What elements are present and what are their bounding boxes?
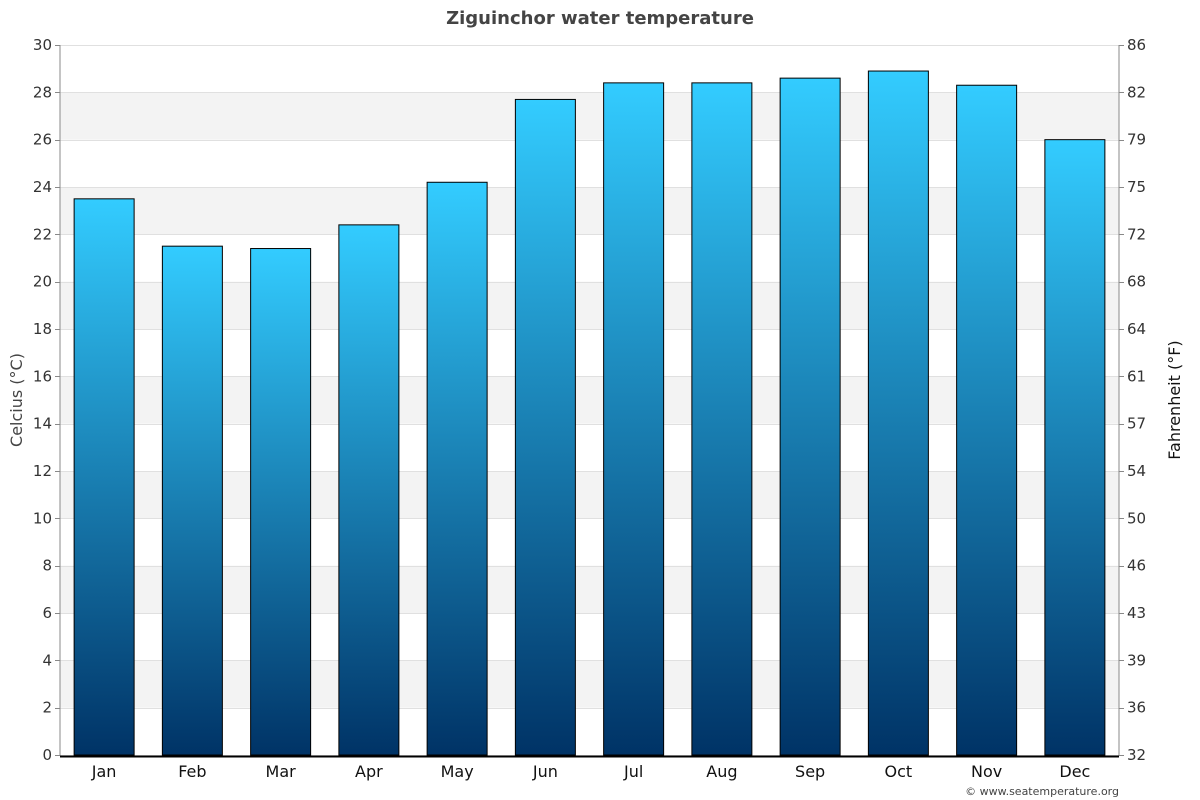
- month-label-jun: Jun: [532, 762, 558, 781]
- background-band: [60, 376, 1119, 424]
- left-tick-label: 0: [42, 746, 52, 764]
- left-tick-label: 18: [33, 320, 52, 338]
- month-label-may: May: [441, 762, 474, 781]
- month-label-aug: Aug: [706, 762, 737, 781]
- background-band: [60, 281, 1119, 329]
- right-tick-label: 75: [1127, 178, 1146, 196]
- right-ticks: 32 36 39 43 46 50 54 57 61 64 68 72 75 79 82 86: [1119, 36, 1146, 764]
- bar-may: [426, 181, 488, 756]
- background-band: [60, 660, 1119, 708]
- left-tick-label: 6: [42, 604, 52, 622]
- right-tick-label: 36: [1127, 699, 1146, 717]
- left-tick-label: 2: [42, 699, 52, 717]
- bar-dec: [1044, 139, 1106, 756]
- background-band: [60, 565, 1119, 613]
- month-label-feb: Feb: [178, 762, 206, 781]
- bar-sep: [779, 77, 841, 756]
- right-tick-label: 79: [1127, 131, 1146, 149]
- left-tick-label: 24: [33, 178, 52, 196]
- right-tick-label: 72: [1127, 225, 1146, 243]
- background-band: [60, 92, 1119, 140]
- left-tick-label: 22: [33, 225, 52, 243]
- month-label-oct: Oct: [885, 762, 913, 781]
- left-tick-label: 4: [42, 651, 52, 669]
- left-tick-label: 30: [33, 36, 52, 54]
- right-tick-label: 82: [1127, 83, 1146, 101]
- month-label-jan: Jan: [91, 762, 117, 781]
- left-tick-label: 26: [33, 131, 52, 149]
- left-tick-label: 28: [33, 83, 52, 101]
- bar-jun: [514, 98, 576, 756]
- left-tick-label: 20: [33, 273, 52, 291]
- right-tick-label: 57: [1127, 415, 1146, 433]
- background-band: [60, 187, 1119, 235]
- month-label-dec: Dec: [1059, 762, 1090, 781]
- month-label-nov: Nov: [971, 762, 1002, 781]
- left-tick-label: 12: [33, 462, 52, 480]
- month-label-apr: Apr: [355, 762, 383, 781]
- left-tick-label: 16: [33, 367, 52, 385]
- background-band: [60, 471, 1119, 519]
- bar-apr: [338, 224, 400, 756]
- month-label-mar: Mar: [266, 762, 297, 781]
- month-label-jul: Jul: [623, 762, 643, 781]
- right-tick-label: 32: [1127, 746, 1146, 764]
- right-tick-label: 50: [1127, 509, 1146, 527]
- month-labels: Jan Feb Mar Apr May Jun Jul Aug Sep Oct Nov Dec: [91, 762, 1091, 781]
- y-axis-title-left: Celcius (°C): [7, 353, 26, 447]
- bar-jul: [603, 82, 665, 756]
- left-tick-label: 14: [33, 415, 52, 433]
- left-tick-label: 8: [42, 557, 52, 575]
- right-tick-label: 43: [1127, 604, 1146, 622]
- left-tick-label: 10: [33, 509, 52, 527]
- bar-mar: [250, 248, 312, 756]
- right-tick-label: 64: [1127, 320, 1146, 338]
- bar-nov: [956, 84, 1018, 756]
- credit-text: © www.seatemperature.org: [965, 785, 1119, 798]
- right-tick-label: 46: [1127, 557, 1146, 575]
- bars: [73, 70, 1106, 756]
- bar-aug: [691, 82, 753, 756]
- y-axis-title-right: Fahrenheit (°F): [1165, 340, 1184, 459]
- month-label-sep: Sep: [795, 762, 825, 781]
- background-bands: [60, 92, 1119, 708]
- right-tick-label: 39: [1127, 651, 1146, 669]
- right-tick-label: 61: [1127, 367, 1146, 385]
- chart-title: Ziguinchor water temperature: [446, 8, 754, 29]
- bar-oct: [867, 70, 929, 756]
- right-tick-label: 68: [1127, 273, 1146, 291]
- bar-jan: [73, 198, 135, 756]
- bar-feb: [161, 245, 223, 756]
- right-tick-label: 54: [1127, 462, 1146, 480]
- right-tick-label: 86: [1127, 36, 1146, 54]
